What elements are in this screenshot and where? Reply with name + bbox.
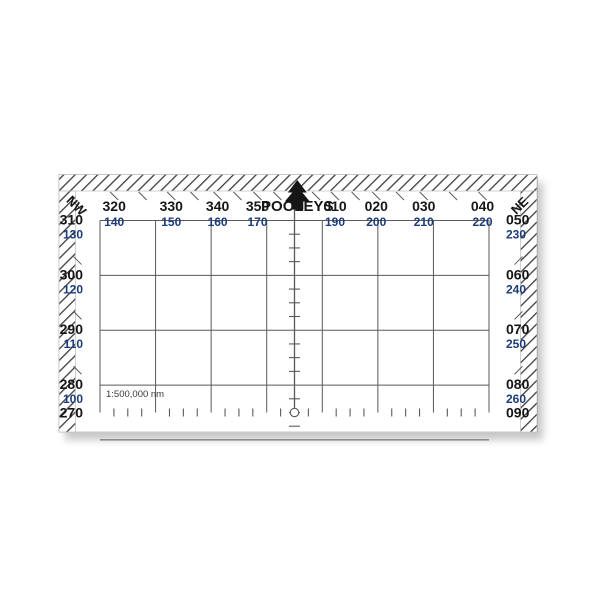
svg-text:020: 020 [365, 198, 389, 214]
svg-text:190: 190 [325, 215, 345, 229]
svg-text:170: 170 [247, 215, 267, 229]
svg-text:340: 340 [206, 198, 230, 214]
svg-text:240: 240 [506, 282, 526, 296]
svg-text:070: 070 [506, 321, 530, 337]
svg-text:280: 280 [60, 376, 84, 392]
svg-text:140: 140 [104, 215, 124, 229]
svg-text:290: 290 [60, 321, 84, 337]
svg-text:150: 150 [161, 215, 181, 229]
svg-text:040: 040 [471, 198, 495, 214]
svg-text:110: 110 [64, 337, 84, 351]
svg-text:120: 120 [63, 282, 83, 296]
svg-text:320: 320 [103, 198, 127, 214]
svg-text:230: 230 [506, 228, 526, 242]
svg-text:200: 200 [366, 215, 386, 229]
svg-text:060: 060 [506, 266, 530, 282]
svg-text:270: 270 [60, 405, 84, 421]
svg-text:220: 220 [472, 215, 492, 229]
svg-text:090: 090 [506, 405, 530, 421]
svg-text:130: 130 [63, 228, 83, 242]
svg-text:080: 080 [506, 376, 530, 392]
svg-text:330: 330 [160, 198, 184, 214]
svg-text:POOLEYS: POOLEYS [261, 198, 334, 215]
svg-text:250: 250 [506, 337, 526, 351]
svg-text:030: 030 [412, 198, 436, 214]
svg-text:160: 160 [208, 215, 228, 229]
svg-text:300: 300 [60, 266, 84, 282]
svg-text:1:500,000 nm: 1:500,000 nm [106, 389, 164, 400]
svg-text:210: 210 [414, 215, 434, 229]
